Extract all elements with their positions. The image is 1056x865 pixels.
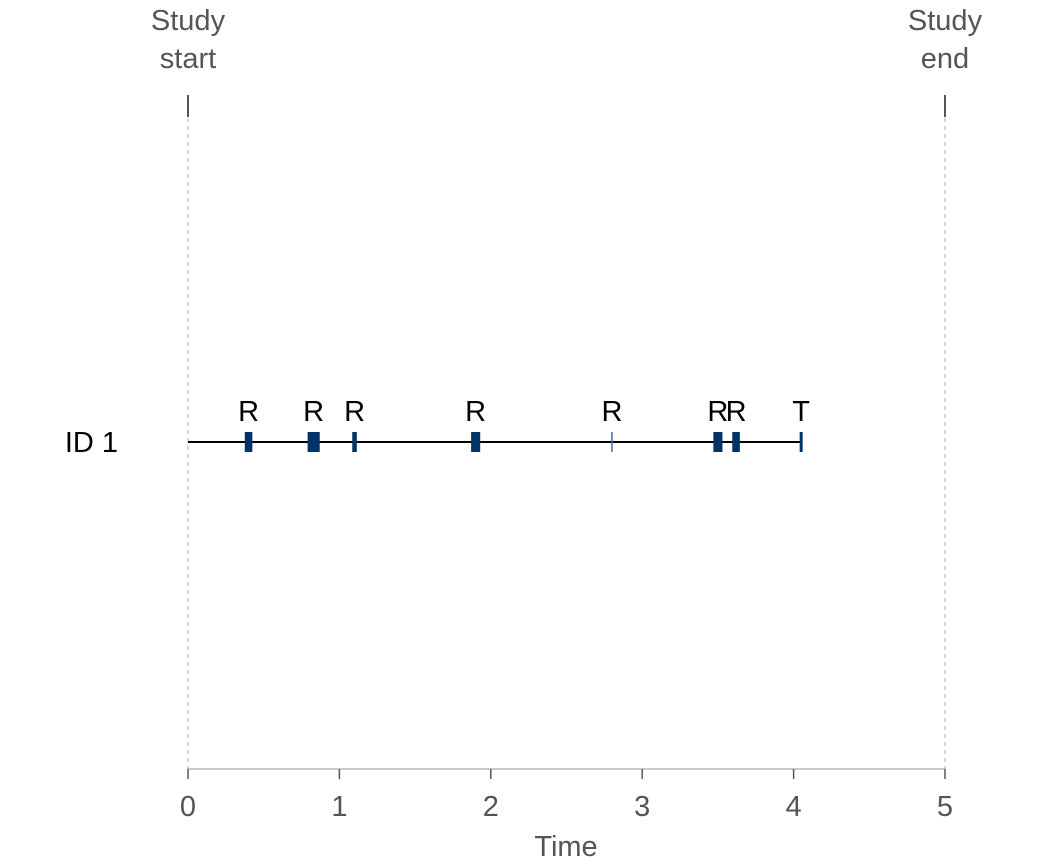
reference-label-line2: start <box>160 43 216 75</box>
event-mark <box>471 432 481 452</box>
event-mark <box>307 432 320 452</box>
event-label: R <box>601 396 622 428</box>
event-mark <box>352 432 357 452</box>
event-label: R <box>465 396 486 428</box>
event-label: R <box>303 396 324 428</box>
x-tick-label: 3 <box>634 791 650 823</box>
x-tick-label: 5 <box>937 791 953 823</box>
event-mark <box>244 432 253 452</box>
reference-label-line1: Study <box>151 5 226 37</box>
x-axis: 0 1 2 3 4 5 <box>180 768 953 823</box>
event-label: R <box>344 396 365 428</box>
event-mark <box>713 432 723 452</box>
reference-label-line2: end <box>921 43 969 75</box>
x-tick-label: 0 <box>180 791 196 823</box>
x-tick-label: 1 <box>331 791 347 823</box>
x-tick-label: 2 <box>483 791 499 823</box>
reference-label-line1: Study <box>908 5 983 37</box>
reference-lines-layer: Study start Study end <box>151 5 983 769</box>
subjects-layer: ID 1R R R R R RR T <box>65 396 810 459</box>
event-label: R <box>238 396 259 428</box>
event-label: T <box>792 396 810 428</box>
event-label: R <box>707 396 728 428</box>
x-tick-label: 4 <box>786 791 802 823</box>
event-label: R <box>726 396 747 428</box>
x-axis-title: Time <box>534 831 597 863</box>
subject-label: ID 1 <box>65 427 118 459</box>
event-mark <box>732 432 740 452</box>
subject-row: ID 1R R R R R RR T <box>65 396 810 459</box>
